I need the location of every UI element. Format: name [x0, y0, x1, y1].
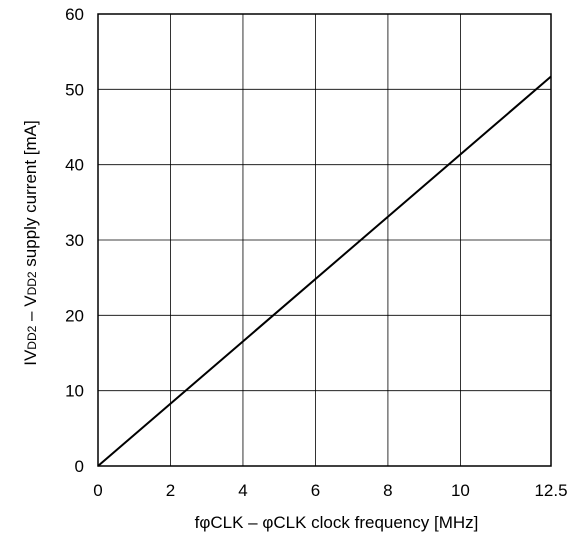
y-tick-label: 50	[65, 80, 84, 99]
x-tick-label: 4	[238, 481, 247, 500]
y-axis-title: IVDD2 – VDD2 supply current [mA]	[21, 120, 40, 366]
x-axis-title: fφCLK – φCLK clock frequency [MHz]	[195, 513, 479, 532]
plot-frame	[97, 13, 552, 467]
y-axis-title-part: IV	[21, 349, 40, 366]
x-tick-label: 12.5	[534, 481, 567, 500]
x-tick-label: 0	[93, 481, 102, 500]
y-tick-label: 60	[65, 5, 84, 24]
y-tick-label: 0	[75, 457, 84, 476]
series-line	[97, 75, 552, 467]
y-axis-title-part: DD2	[25, 271, 39, 295]
y-tick-labels: 0 10 20 30 40 50 60	[65, 5, 84, 476]
x-tick-label: 10	[451, 481, 470, 500]
y-axis-title-part: supply current [mA]	[21, 120, 40, 271]
x-tick-label: 2	[166, 481, 175, 500]
y-tick-label: 10	[65, 382, 84, 401]
y-tick-label: 40	[65, 156, 84, 175]
series-layer	[97, 75, 552, 467]
y-tick-label: 20	[65, 306, 84, 325]
y-axis-title-part: DD2	[25, 325, 39, 349]
x-tick-label: 8	[383, 481, 392, 500]
y-axis-title-part: – V	[21, 295, 40, 326]
x-tick-labels: 0 2 4 6 8 10 12.5	[93, 481, 567, 500]
grid	[98, 14, 551, 466]
y-tick-label: 30	[65, 231, 84, 250]
x-tick-label: 6	[311, 481, 320, 500]
